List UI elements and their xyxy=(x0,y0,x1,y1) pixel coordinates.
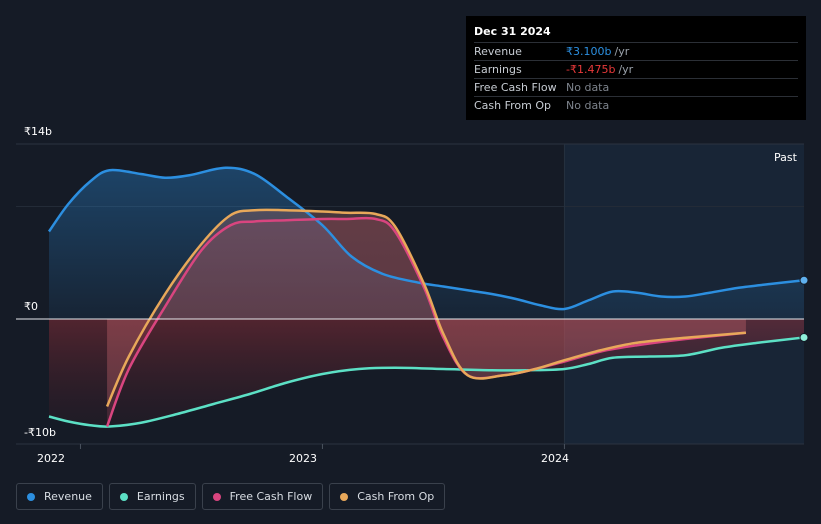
tooltip-unit: /yr xyxy=(614,45,630,58)
y-tick-label-top: ₹14b xyxy=(24,125,52,138)
tooltip-row-free-cash-flow: Free Cash Flow No data xyxy=(474,78,798,96)
revenue-line xyxy=(47,166,805,311)
earnings-line xyxy=(48,336,805,428)
tooltip-row-earnings: Earnings -₹1.475b /yr xyxy=(474,60,798,78)
earnings-dot-icon xyxy=(119,492,128,501)
tooltip-row-cash-from-op: Cash From Op No data xyxy=(474,96,798,114)
free-cash-flow-area xyxy=(107,218,746,427)
tooltip: Dec 31 2024 Revenue ₹3.100b /yr Earnings… xyxy=(466,16,806,120)
y-tick-label-zero: ₹0 xyxy=(24,300,38,313)
legend-label: Earnings xyxy=(136,490,185,503)
legend-label: Revenue xyxy=(44,490,92,503)
legend-label: Cash From Op xyxy=(357,490,435,503)
x-tick-label-2022: 2022 xyxy=(37,452,65,465)
revenue-dot-icon xyxy=(27,492,35,501)
tooltip-value: No data xyxy=(566,81,610,94)
revenue-end-marker xyxy=(799,275,809,285)
legend-item-earnings[interactable]: Earnings xyxy=(108,483,196,510)
tooltip-value: ₹3.100b xyxy=(566,45,612,58)
legend-label: Free Cash Flow xyxy=(229,490,313,503)
legend: Revenue Earnings Free Cash Flow Cash Fro… xyxy=(16,483,446,510)
free-cash-flow-dot-icon xyxy=(212,492,221,501)
tooltip-row-revenue: Revenue ₹3.100b /yr xyxy=(474,42,798,60)
past-label: Past xyxy=(774,151,797,164)
tooltip-value: -₹1.475b xyxy=(566,63,616,76)
tooltip-label: Revenue xyxy=(474,45,522,58)
cash-from-op-dot-icon xyxy=(340,492,349,501)
x-tick-label-2024: 2024 xyxy=(541,452,569,465)
legend-item-revenue[interactable]: Revenue xyxy=(16,483,103,510)
end-markers xyxy=(799,275,809,342)
tooltip-label: Cash From Op xyxy=(474,99,552,112)
tooltip-label: Free Cash Flow xyxy=(474,81,557,94)
cash-from-op-area xyxy=(107,209,746,407)
tooltip-label: Earnings xyxy=(474,63,522,76)
legend-item-free-cash-flow[interactable]: Free Cash Flow xyxy=(201,483,324,510)
legend-item-cash-from-op[interactable]: Cash From Op xyxy=(329,483,446,510)
earnings-end-marker xyxy=(799,332,809,342)
y-tick-label-bottom: -₹10b xyxy=(24,426,56,439)
tooltip-value: No data xyxy=(566,99,610,112)
x-tick-label-2023: 2023 xyxy=(289,452,317,465)
cash-from-op-line xyxy=(105,208,747,407)
lines xyxy=(47,166,805,428)
tooltip-unit: /yr xyxy=(618,63,634,76)
tooltip-date: Dec 31 2024 xyxy=(474,25,551,38)
